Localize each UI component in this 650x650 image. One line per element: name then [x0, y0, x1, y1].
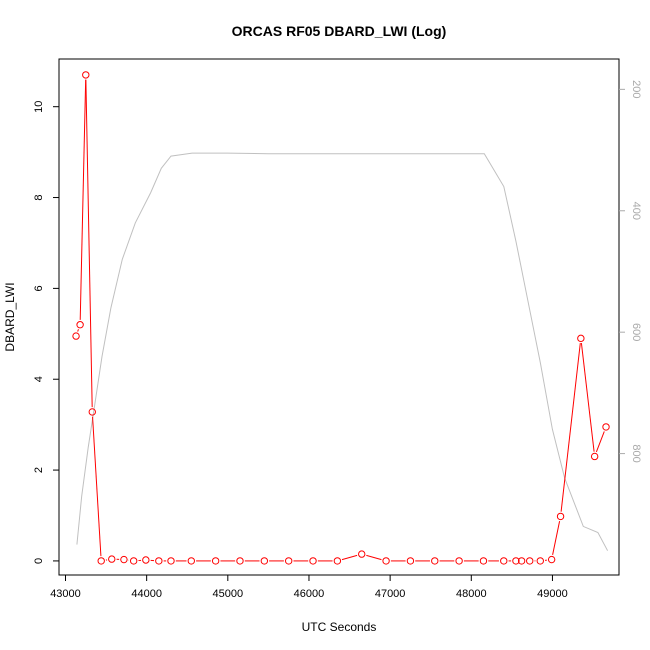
series-layer	[72, 71, 610, 565]
chart-title: ORCAS RF05 DBARD_LWI (Log)	[232, 23, 447, 39]
series-line-segment	[560, 343, 581, 512]
x-tick-label: 44000	[131, 588, 162, 600]
data-point	[236, 557, 244, 565]
series-line-segment	[341, 554, 358, 561]
x-axis: 43000 44000 45000 46000 47000 48000 49000	[50, 575, 568, 600]
data-point	[577, 334, 585, 343]
series-0	[72, 71, 610, 565]
y2-tick-label: 200	[630, 80, 642, 98]
y-tick-label: 4	[33, 376, 45, 382]
data-point	[155, 557, 163, 565]
data-point	[76, 321, 84, 329]
x-tick-label: 49000	[537, 588, 568, 600]
data-point	[500, 557, 508, 565]
data-point	[142, 556, 150, 564]
y-tick-label: 6	[33, 285, 45, 291]
y-tick-label: 0	[33, 558, 45, 564]
data-point	[284, 557, 293, 565]
data-point	[260, 557, 269, 565]
data-point	[517, 557, 526, 565]
data-point	[88, 408, 96, 416]
x-tick-label: 48000	[456, 588, 487, 600]
data-point	[129, 557, 138, 565]
x-tick-label: 46000	[294, 588, 325, 600]
data-point	[406, 557, 415, 565]
data-point	[479, 557, 488, 565]
series-line-segment	[580, 343, 595, 452]
series-line-segment	[552, 521, 561, 555]
series-line-segment	[85, 79, 93, 408]
series-line	[76, 152, 609, 551]
data-point	[431, 557, 439, 565]
x-tick-label: 47000	[375, 588, 406, 600]
data-point	[167, 557, 175, 565]
y2-tick-label: 800	[630, 444, 642, 462]
data-point	[108, 555, 116, 563]
data-point	[547, 555, 556, 564]
data-point	[455, 557, 463, 565]
data-point	[120, 555, 128, 564]
data-point	[97, 557, 105, 565]
x-axis-label: UTC Seconds	[302, 620, 377, 634]
data-point	[382, 557, 390, 565]
series-line-segment	[77, 329, 79, 332]
data-point	[358, 550, 366, 558]
data-point	[333, 557, 342, 565]
data-point	[187, 557, 195, 565]
x-tick-label: 43000	[50, 588, 81, 600]
series-line-segment	[366, 554, 382, 561]
data-point	[211, 557, 220, 565]
data-point	[602, 423, 610, 431]
y2-tick-label: 400	[630, 202, 642, 220]
y-axis: 0 2 4 6 8 10	[33, 101, 59, 564]
series-line-segment	[79, 79, 87, 320]
data-point	[512, 557, 520, 565]
data-point	[82, 71, 90, 79]
series-line-segment	[92, 416, 102, 557]
plot-frame	[58, 58, 620, 576]
x-tick-label: 45000	[213, 588, 244, 600]
data-point	[536, 557, 544, 565]
right-axis: 200 400 600 800	[619, 80, 642, 463]
data-point	[526, 557, 534, 565]
y2-tick-label: 600	[630, 323, 642, 341]
data-point	[590, 452, 599, 461]
y-tick-label: 2	[33, 467, 45, 473]
y-axis-label: DBARD_LWI	[3, 282, 17, 351]
series-1	[76, 152, 609, 551]
data-point	[556, 512, 565, 521]
y-tick-label: 8	[33, 194, 45, 200]
data-point	[72, 332, 80, 340]
y-tick-label: 10	[33, 101, 45, 113]
data-point	[309, 557, 317, 565]
series-line-segment	[595, 431, 605, 453]
